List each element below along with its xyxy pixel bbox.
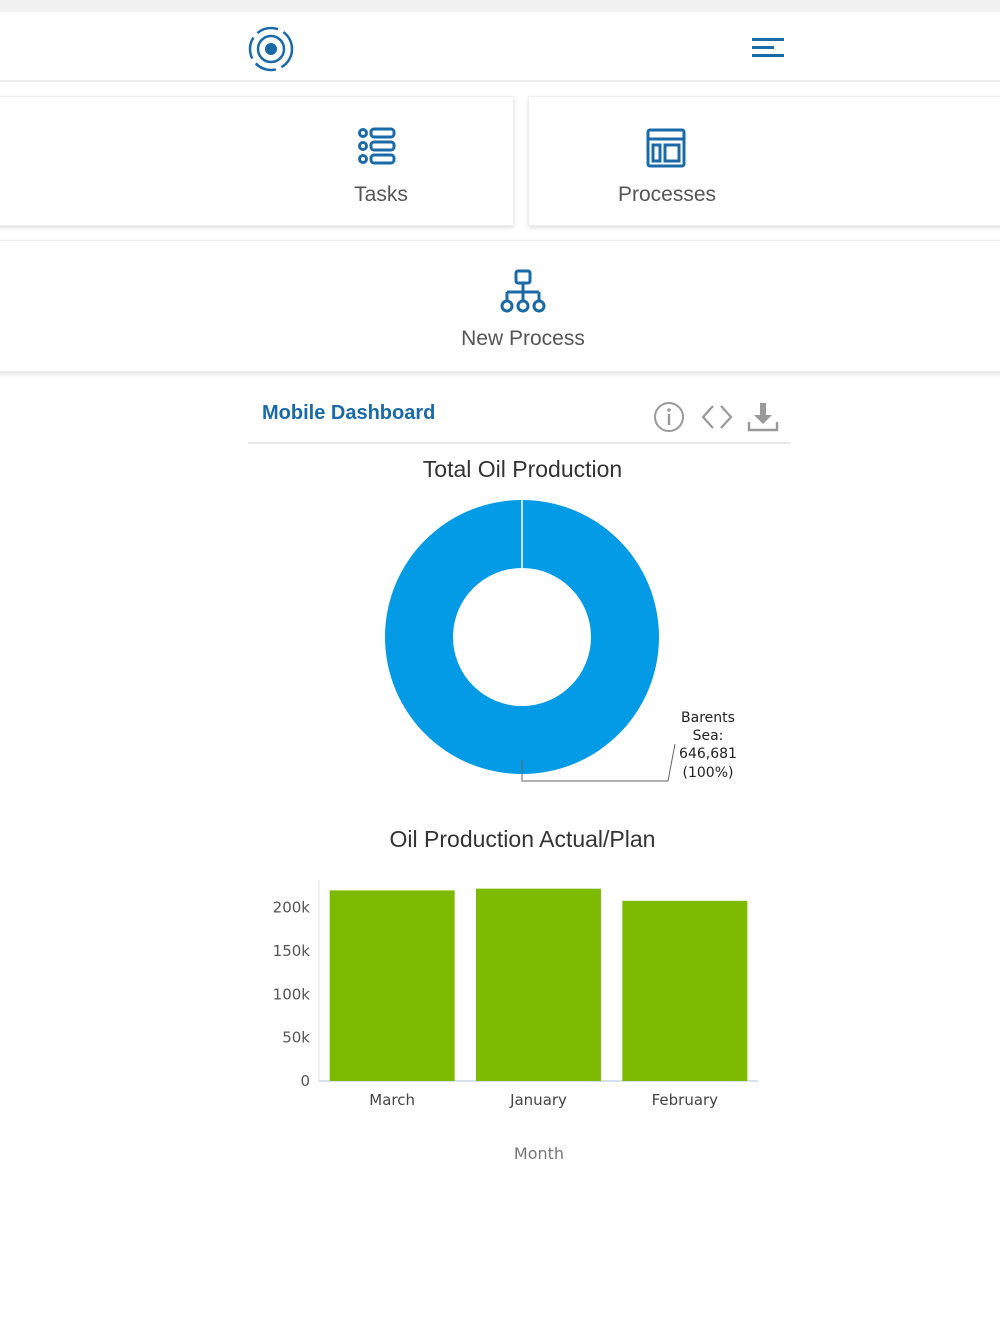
process-board-icon: [646, 128, 686, 168]
x-axis-title: Month: [514, 1144, 564, 1163]
donut-label-value: 646,681: [679, 746, 737, 762]
bar-january[interactable]: [476, 888, 601, 1081]
donut-label-percent: (100%): [683, 765, 734, 781]
bar-chart: 0 50k 100k 150k 200k March January February Mo…: [273, 880, 758, 1163]
tasks-tile[interactable]: Tasks: [0, 96, 514, 226]
y-tick-label: 100k: [273, 985, 311, 1003]
top-strip: [0, 0, 1000, 12]
donut-label-name-1: Barents: [681, 710, 735, 726]
x-tick-label: January: [509, 1091, 567, 1109]
bar-february[interactable]: [622, 900, 748, 1081]
y-tick-label: 0: [300, 1072, 310, 1090]
hierarchy-icon: [500, 269, 546, 313]
download-icon[interactable]: [746, 400, 780, 434]
app-header: [0, 14, 1000, 82]
y-tick-label: 150k: [273, 942, 311, 960]
code-icon[interactable]: [700, 400, 734, 434]
x-tick-label: March: [369, 1091, 415, 1109]
donut-leader-line: [521, 743, 676, 782]
donut-label-name-2: Sea:: [693, 728, 724, 744]
bar-march[interactable]: [329, 890, 455, 1081]
donut-chart-title: Total Oil Production: [422, 456, 623, 482]
task-list-icon: [358, 127, 396, 165]
tasks-label: Tasks: [354, 183, 408, 206]
new-process-tile[interactable]: New Process: [0, 240, 1000, 372]
donut-slice[interactable]: [384, 499, 659, 775]
donut-chart: Barents Sea: 646,681 (100%): [384, 499, 737, 782]
x-tick-label: February: [652, 1091, 719, 1109]
processes-tile[interactable]: Processes: [528, 96, 1000, 226]
processes-label: Processes: [617, 183, 717, 206]
dashboard-divider: [248, 442, 791, 444]
y-tick-label: 50k: [282, 1029, 310, 1047]
hamburger-menu-icon[interactable]: [750, 34, 786, 62]
dashboard-title: Mobile Dashboard: [262, 402, 436, 424]
new-process-label: New Process: [461, 327, 585, 350]
bar-chart-title: Oil Production Actual/Plan: [389, 826, 656, 852]
y-tick-label: 200k: [273, 899, 311, 917]
target-circle-icon[interactable]: [246, 24, 296, 74]
info-icon[interactable]: [652, 400, 686, 434]
